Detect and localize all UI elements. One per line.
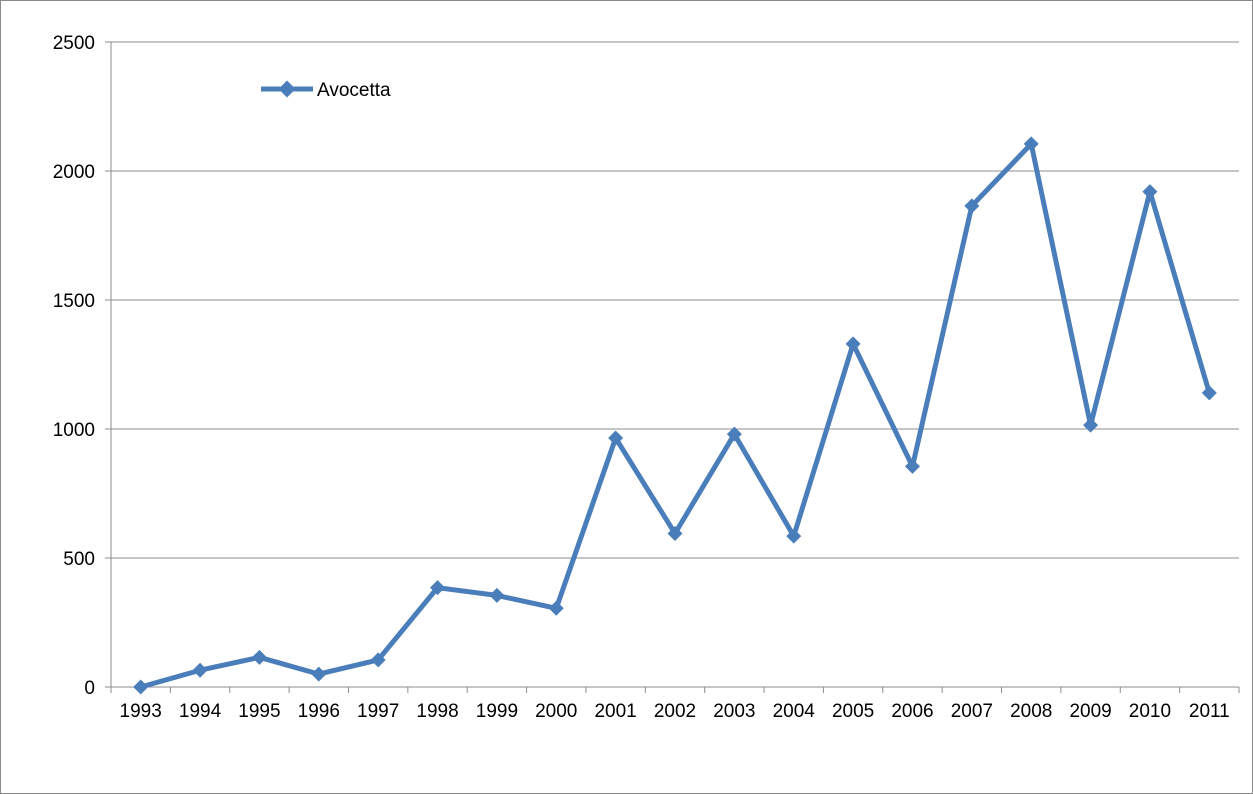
x-tick-label: 2010	[1129, 701, 1171, 722]
y-tick-label: 2500	[53, 33, 95, 54]
data-point	[1023, 136, 1039, 152]
legend-marker	[278, 80, 296, 98]
data-point	[311, 666, 327, 682]
data-point	[786, 528, 802, 544]
data-point	[608, 430, 624, 446]
data-point	[904, 458, 920, 474]
x-tick-label: 2007	[951, 701, 993, 722]
y-tick-label: 1000	[53, 420, 95, 441]
axes	[105, 41, 1240, 693]
x-tick-label: 1999	[476, 701, 518, 722]
data-point	[726, 426, 742, 442]
x-tick-labels: 1993 1994 1995 1996 1997 1998 1999 2000 2001 2002…	[120, 701, 1230, 722]
gridlines	[111, 41, 1239, 559]
x-tick-label: 1997	[357, 701, 399, 722]
x-tick-label: 2009	[1069, 701, 1111, 722]
data-point	[1083, 417, 1099, 433]
data-point	[192, 662, 208, 678]
y-tick-label: 1500	[53, 291, 95, 312]
data-point	[964, 198, 980, 214]
legend-label-avocetta: Avocetta	[317, 80, 391, 101]
data-point	[845, 336, 861, 352]
x-tick-label: 2008	[1010, 701, 1052, 722]
series-avocetta	[133, 136, 1217, 695]
x-tick-label: 2003	[713, 701, 755, 722]
data-point	[430, 580, 446, 596]
y-tick-label: 500	[63, 549, 95, 570]
series-line	[140, 141, 1212, 690]
x-tick-label: 1994	[179, 701, 222, 722]
x-tick-label: 2002	[654, 701, 696, 722]
legend: Avocetta	[261, 80, 391, 101]
x-tick-label: 1996	[298, 701, 340, 722]
x-tick-label: 2001	[594, 701, 636, 722]
data-point	[489, 587, 505, 603]
x-tick-label: 1998	[416, 701, 458, 722]
x-tick-label: 2011	[1189, 701, 1230, 722]
data-point	[548, 600, 564, 616]
x-tick-label: 2006	[891, 701, 933, 722]
y-tick-labels: 0 500 1000 1500 2000 2500	[53, 33, 95, 699]
data-point	[251, 649, 267, 665]
data-point	[133, 679, 149, 695]
x-tick-label: 1993	[120, 701, 162, 722]
x-tick-label: 2004	[773, 701, 816, 722]
x-tick-label: 2000	[535, 701, 577, 722]
data-point	[370, 652, 386, 668]
y-tick-label: 2000	[53, 162, 95, 183]
x-tick-label: 2005	[832, 701, 874, 722]
data-point	[1142, 184, 1158, 200]
data-point	[667, 525, 683, 541]
x-tick-label: 1995	[238, 701, 280, 722]
y-tick-label: 0	[84, 678, 95, 699]
data-point	[1201, 385, 1217, 401]
